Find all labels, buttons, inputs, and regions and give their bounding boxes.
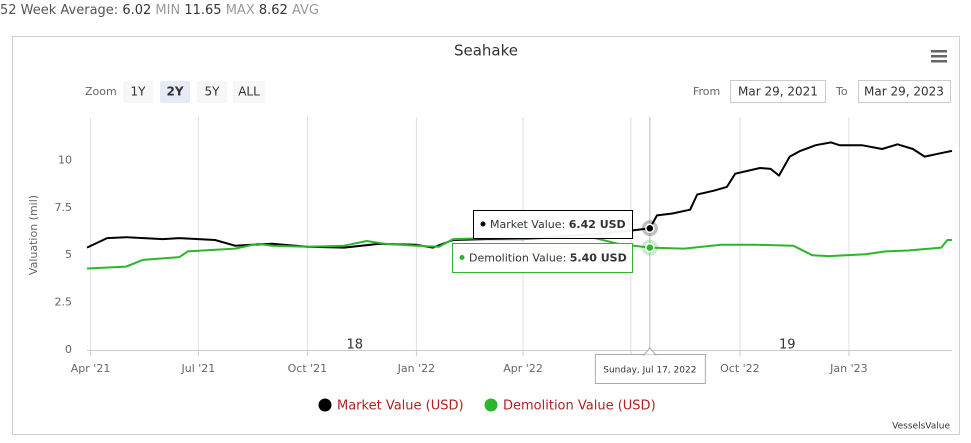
y-tick-label: 5 bbox=[65, 248, 72, 261]
y-tick-label: 0 bbox=[65, 343, 72, 356]
to-label: To bbox=[835, 85, 848, 98]
tooltip-label: Demolition Value: bbox=[469, 252, 566, 265]
x-tick-label: Apr '21 bbox=[71, 362, 111, 375]
x-tick-label: Apr '22 bbox=[503, 362, 543, 375]
date-tooltip-arrow-cover bbox=[644, 355, 655, 357]
x-tick-label: Jan '22 bbox=[397, 362, 435, 375]
plot: 0 2.5 5 7.5 10 Apr '21 Jul '21 Oct '21 Jan '22 Ap… bbox=[55, 117, 953, 384]
menu-button[interactable] bbox=[931, 50, 947, 63]
zoom-button-label: 1Y bbox=[131, 85, 147, 99]
from-input[interactable] bbox=[730, 80, 826, 103]
zoom-button[interactable] bbox=[123, 81, 153, 103]
zoom-button[interactable] bbox=[160, 81, 190, 103]
x-tick-label: Jan '23 bbox=[829, 362, 867, 375]
x-tick-label: Oct '21 bbox=[288, 362, 328, 375]
x-tick-label: Jul '21 bbox=[180, 362, 215, 375]
zoom-buttons: 1Y 2Y 5Y ALL bbox=[123, 81, 265, 103]
credits: VesselsValue bbox=[892, 422, 950, 432]
tooltip-box bbox=[452, 243, 633, 273]
tooltip-value: 6.42 USD bbox=[569, 218, 626, 231]
age-annotation: 18 bbox=[347, 338, 364, 353]
hover-marker bbox=[645, 242, 655, 253]
legend-label[interactable]: Market Value (USD) bbox=[337, 399, 464, 414]
y-tick-label: 10 bbox=[58, 153, 72, 166]
tooltip-bullet bbox=[459, 255, 465, 260]
to-value: Mar 29, 2023 bbox=[864, 85, 944, 99]
hover-marker bbox=[645, 223, 655, 234]
zoom-button-label: 5Y bbox=[205, 85, 221, 99]
tooltip-box bbox=[473, 210, 633, 239]
legend: Market Value (USD) Demolition Value (USD) bbox=[318, 398, 656, 414]
zoom-label: Zoom bbox=[85, 85, 117, 98]
zoom-button-label: 2Y bbox=[166, 85, 183, 99]
date-tooltip-text: Sunday, Jul 17, 2022 bbox=[603, 366, 696, 376]
tooltip-bullet bbox=[480, 221, 486, 227]
menu-bar bbox=[931, 50, 947, 53]
zoom-button-label: ALL bbox=[238, 85, 260, 99]
tooltip-text: Demolition Value: 5.40 USD bbox=[469, 252, 627, 265]
date-tooltip-box bbox=[594, 354, 706, 384]
tooltip-label: Market Value: bbox=[490, 218, 565, 231]
from-label: From bbox=[693, 85, 720, 98]
to-input[interactable] bbox=[858, 80, 951, 103]
y-tick-label: 2.5 bbox=[55, 296, 73, 309]
from-value: Mar 29, 2021 bbox=[738, 85, 818, 99]
legend-symbol[interactable] bbox=[484, 398, 498, 412]
tooltip-text: Market Value: 6.42 USD bbox=[490, 218, 626, 231]
age-annotation: 19 bbox=[779, 338, 796, 353]
series-line bbox=[86, 236, 952, 270]
legend-symbol[interactable] bbox=[318, 398, 332, 412]
x-tick-label: Oct '22 bbox=[720, 362, 760, 375]
chart-title: Seahake bbox=[454, 42, 518, 60]
tooltip-value: 5.40 USD bbox=[570, 252, 627, 265]
menu-bar bbox=[931, 60, 947, 63]
y-tick-label: 7.5 bbox=[55, 201, 73, 214]
legend-label[interactable]: Demolition Value (USD) bbox=[503, 399, 656, 414]
zoom-button[interactable] bbox=[233, 81, 265, 103]
zoom-button[interactable] bbox=[197, 81, 227, 103]
stats-label: 52 Week Average: 6.02 MIN 11.65 MAX 8.62… bbox=[0, 3, 319, 18]
menu-bar bbox=[931, 55, 947, 58]
y-axis-label: Valuation (mil) bbox=[27, 195, 40, 275]
